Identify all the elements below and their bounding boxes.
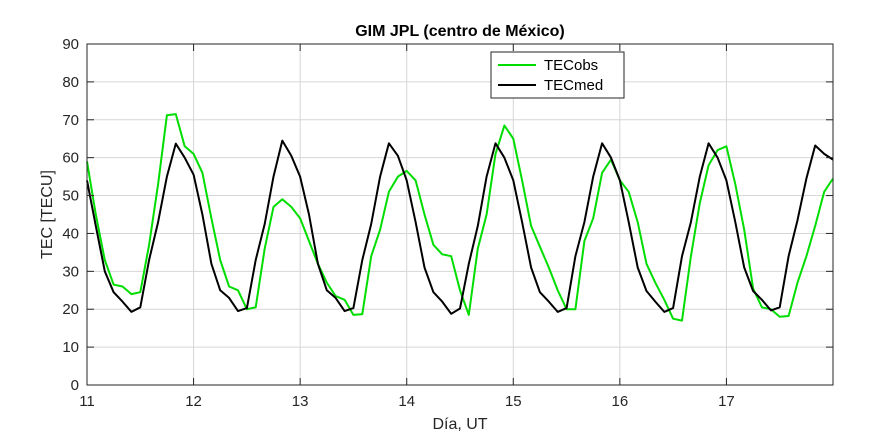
y-tick-label: 50 bbox=[62, 188, 79, 205]
axes-frame bbox=[86, 43, 834, 386]
x-tick-label: 15 bbox=[505, 393, 522, 410]
tick-marks bbox=[86, 43, 833, 386]
y-tick-label: 0 bbox=[71, 377, 79, 394]
series-line-tecobs bbox=[86, 113, 834, 322]
chart-title: GIM JPL (centro de México) bbox=[355, 23, 565, 40]
y-tick-label: 90 bbox=[62, 36, 79, 53]
y-tick-label: 60 bbox=[62, 150, 79, 167]
legend-label-tecmed: TECmed bbox=[544, 77, 603, 94]
x-tick-label: 16 bbox=[612, 393, 629, 410]
y-tick-label: 10 bbox=[62, 339, 79, 356]
legend-box bbox=[490, 51, 625, 99]
x-tick-label: 17 bbox=[718, 393, 735, 410]
y-tick-label: 30 bbox=[62, 263, 79, 280]
x-tick-label: 12 bbox=[185, 393, 202, 410]
y-tick-label: 80 bbox=[62, 74, 79, 91]
y-axis-title: TEC [TECU] bbox=[39, 170, 56, 259]
x-tick-label: 13 bbox=[292, 393, 309, 410]
y-tick-label: 70 bbox=[62, 112, 79, 129]
legend: TECobs TECmed bbox=[490, 51, 625, 99]
y-tick-label: 40 bbox=[62, 225, 79, 242]
plot-area bbox=[87, 44, 833, 385]
legend-label-tecobs: TECobs bbox=[544, 57, 598, 74]
series-line-tecmed bbox=[86, 139, 834, 315]
series-layer bbox=[86, 113, 834, 322]
y-tick-labels: 0 10 20 30 40 50 60 70 80 90 bbox=[62, 36, 79, 394]
y-tick-label: 20 bbox=[62, 301, 79, 318]
x-tick-label: 14 bbox=[398, 393, 415, 410]
x-tick-labels: 11 12 13 14 15 16 17 bbox=[79, 393, 735, 410]
x-tick-label: 11 bbox=[79, 393, 95, 410]
x-axis-title: Día, UT bbox=[432, 416, 487, 433]
